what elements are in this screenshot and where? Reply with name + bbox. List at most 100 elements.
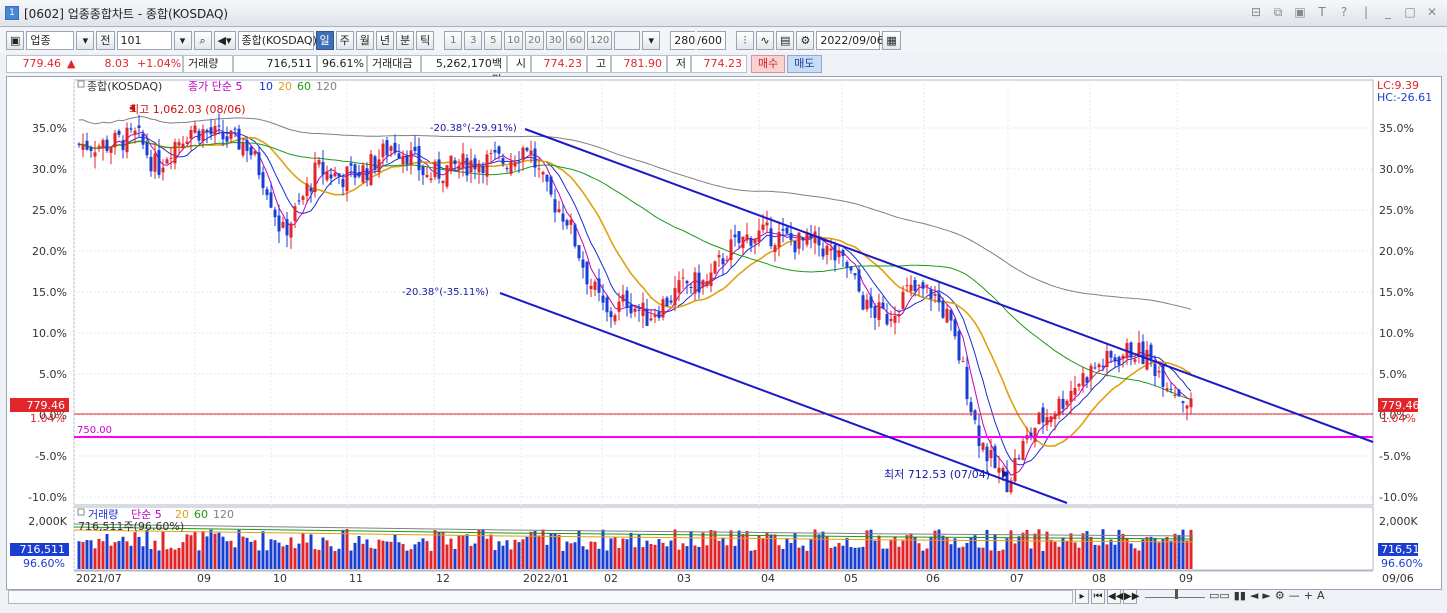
trendline-lower[interactable] [499,292,1068,504]
candle-body [761,224,765,231]
scroll-right-icon[interactable]: ▸ [1075,589,1089,604]
horizontal-scrollbar[interactable] [8,590,1073,604]
vol-legend-ma60[interactable]: 60 [194,508,208,521]
interval-60[interactable]: 60 [566,31,586,50]
interval-1[interactable]: 1 [444,31,463,50]
minus-icon[interactable]: — [1288,589,1300,602]
link-icon[interactable]: ⊟ [1250,5,1262,19]
interval-3[interactable]: 3 [464,31,483,50]
count-input[interactable]: 280 [670,31,696,50]
market-dropdown-icon[interactable]: ▾ [76,31,95,50]
period-year[interactable]: 년 [375,31,395,50]
volume-bar [533,531,537,569]
settings-small-icon[interactable]: ⚙ [1274,589,1285,602]
hline-750-label: 750.00 [77,425,112,436]
search-icon[interactable]: ⌕ [193,31,212,50]
interval-10[interactable]: 10 [504,31,523,50]
interval-20[interactable]: 20 [525,31,544,50]
price-legend-ma20[interactable]: 20 [278,80,292,93]
volume-bar [721,537,725,569]
volume-bar [385,541,389,569]
price-legend-ma120[interactable]: 120 [316,80,337,93]
minimize-icon[interactable]: _ [1385,5,1391,19]
period-day[interactable]: 일 [315,31,334,50]
help-icon[interactable]: ? [1340,5,1348,19]
pan-icon[interactable]: ▭▭ [1209,589,1230,602]
copy-icon[interactable]: ⧉ [1273,5,1283,19]
layout-icon[interactable]: ▣ [6,31,25,50]
zoom-slider[interactable] [1145,589,1205,599]
volume-bar [325,540,329,569]
volume-bar [1093,544,1097,569]
code-dropdown-icon[interactable]: ▾ [173,31,192,50]
buy-button[interactable]: 매수 [751,55,786,73]
save-icon[interactable]: ▤ [776,31,795,50]
candle-body [621,294,625,302]
chart-type-icon[interactable]: ⫶ [736,31,754,50]
interval-custom[interactable] [614,31,641,50]
price-legend-title[interactable]: 종합(KOSDAQ) [87,80,162,93]
price-legend-ma[interactable]: 종가 단순 5 [188,80,242,93]
capture-icon[interactable]: ▣ [1294,5,1306,19]
calendar-icon[interactable]: ▦ [882,31,901,50]
candle-body [645,308,649,326]
candle-body [681,277,685,279]
candle-body [149,156,153,172]
bars-icon[interactable]: ▮▮ [1233,589,1246,602]
first-page-icon[interactable]: ⏮ [1091,589,1105,604]
font-icon[interactable]: A [1316,589,1325,602]
candle-body [381,143,385,158]
vol-legend-ma120[interactable]: 120 [213,508,234,521]
volume-bar [997,550,1001,569]
market-select[interactable]: 업종 [26,31,75,50]
volume-bar [581,546,585,569]
trendline-upper[interactable] [524,128,1374,443]
indicator-icon[interactable]: ∿ [756,31,774,50]
volume-bar [777,545,781,569]
volume-bar [221,536,225,569]
prev-page-icon[interactable]: ◀◀ [1107,589,1124,604]
vol-legend-ma[interactable]: 단순 5 [131,508,162,521]
period-month[interactable]: 월 [355,31,374,50]
candle-body [117,130,121,135]
volume-bar [285,544,289,569]
candle-body [453,160,457,165]
zoom-out-icon[interactable]: ◄ [1249,589,1259,602]
period-tick[interactable]: 틱 [416,31,435,50]
close-icon[interactable]: ✕ [1426,5,1438,19]
y-tick-label: 0.0% [1379,409,1407,422]
candle-body [833,244,837,261]
chart-svg[interactable]: 35.0% 30.0% 25.0% 20.0% 15.0% 10.0% 5.0% 0.0% -5… [7,77,1441,589]
volume-bar [1073,542,1077,569]
vol-legend-title[interactable]: 거래량 [88,508,118,521]
sell-button[interactable]: 매도 [787,55,822,73]
period-week[interactable]: 주 [335,31,354,50]
zoom-in-icon[interactable]: ► [1262,589,1271,602]
interval-5[interactable]: 5 [484,31,503,50]
text-icon[interactable]: T [1318,5,1326,19]
date-input[interactable]: 2022/09/06 [816,31,884,50]
vol-legend-ma20[interactable]: 20 [175,508,189,521]
prev-button[interactable]: 전 [96,31,115,50]
interval-dropdown-icon[interactable]: ▾ [642,31,661,50]
volume-bar [865,530,869,569]
price-legend-ma10[interactable]: 10 [259,80,273,93]
volume-bar [1033,533,1037,569]
volume-bar [1021,532,1025,569]
candle-body [705,281,709,287]
next-page-icon[interactable]: ▶▶ [1123,589,1140,604]
interval-120[interactable]: 120 [587,31,613,50]
candle-body [333,172,337,177]
code-input[interactable]: 101 [116,31,172,50]
high-label: 고 [587,55,611,73]
period-minute[interactable]: 분 [396,31,415,50]
plus-icon[interactable]: + [1303,589,1313,602]
price-legend-ma60[interactable]: 60 [297,80,311,93]
maximize-icon[interactable]: □ [1404,5,1416,19]
settings-icon[interactable]: ⚙ [796,31,815,50]
volume-bar [457,535,461,569]
interval-30[interactable]: 30 [545,31,565,50]
chart-area[interactable]: 35.0% 30.0% 25.0% 20.0% 15.0% 10.0% 5.0% 0.0% -5… [6,76,1442,590]
candle-body [541,171,545,175]
speaker-icon[interactable]: ◀▾ [213,31,236,50]
